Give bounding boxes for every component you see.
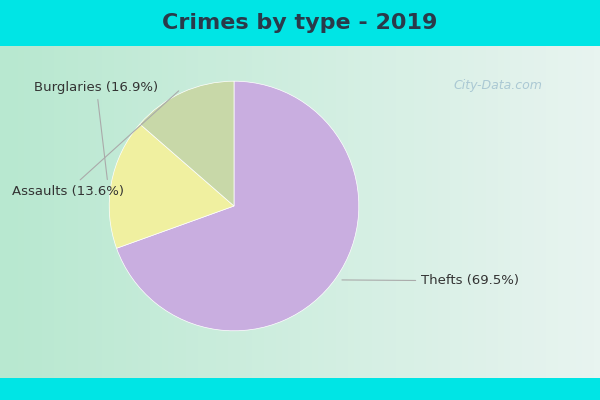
Wedge shape (109, 124, 234, 248)
Text: Burglaries (16.9%): Burglaries (16.9%) (34, 81, 158, 180)
Text: City-Data.com: City-Data.com (454, 80, 542, 92)
Wedge shape (140, 81, 234, 206)
Text: Assaults (13.6%): Assaults (13.6%) (12, 91, 179, 198)
Text: Crimes by type - 2019: Crimes by type - 2019 (163, 13, 437, 33)
Wedge shape (116, 81, 359, 331)
Text: Thefts (69.5%): Thefts (69.5%) (342, 274, 519, 287)
